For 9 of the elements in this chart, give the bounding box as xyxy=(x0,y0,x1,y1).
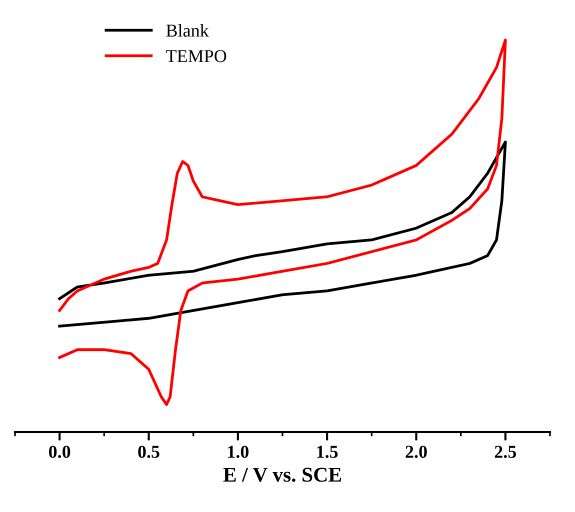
x-tick-label: 2.0 xyxy=(406,446,427,458)
x-axis-title: E / V vs. SCE xyxy=(223,468,341,482)
x-tick-label: 2.5 xyxy=(494,446,516,458)
legend-label: Blank xyxy=(166,24,209,37)
x-tick-label: 0.0 xyxy=(48,446,70,458)
x-tick-label: 0.5 xyxy=(138,446,160,458)
legend-label: TEMPO xyxy=(166,50,226,62)
x-tick-label: 1.0 xyxy=(228,446,249,458)
x-tick-label: 1.5 xyxy=(317,446,338,458)
